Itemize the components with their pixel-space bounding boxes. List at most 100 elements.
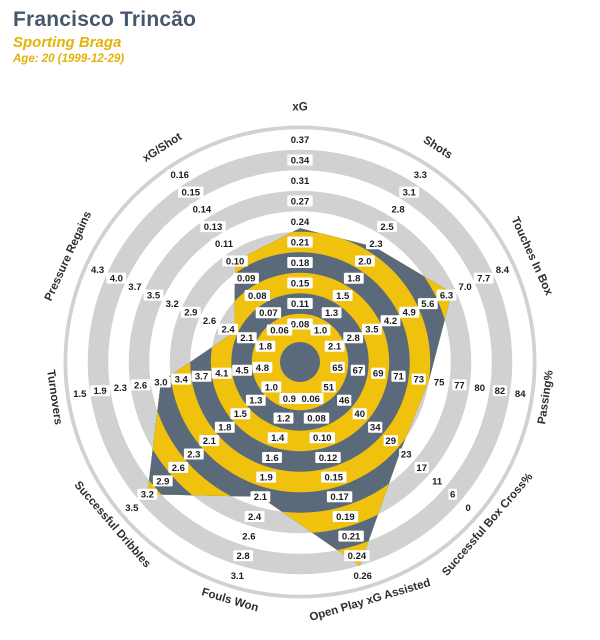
tick-label: 3.2 (141, 490, 154, 501)
tick-label: 0.34 (291, 155, 310, 166)
tick-label-box (371, 367, 386, 379)
tick-label-box (239, 530, 259, 542)
tick-label: 7.0 (458, 282, 471, 293)
tick-label-box (352, 408, 367, 420)
tick-label: 2.1 (254, 492, 268, 503)
tick-label-box (218, 323, 238, 335)
team-name: Sporting Braga (13, 34, 122, 51)
axis-title: Passing% (536, 370, 556, 425)
tick-label: 1.8 (347, 274, 360, 285)
tick-label-box (189, 203, 215, 215)
tick-label: 51 (323, 382, 334, 393)
tick-label-box (90, 385, 110, 397)
tick-label-box (410, 169, 431, 181)
tick-label-box (298, 393, 324, 404)
tick-label-box (168, 461, 189, 473)
tick-label: 4.3 (91, 265, 104, 276)
tick-label-box (332, 511, 359, 522)
tick-label: 0.08 (307, 414, 326, 425)
tick-label-box (261, 381, 282, 393)
tick-label: 0.13 (204, 222, 223, 233)
tick-label: 3.3 (414, 170, 427, 181)
tick-label: 77 (454, 380, 465, 391)
tick-label: 2.6 (203, 316, 216, 327)
tick-label-box (326, 491, 353, 503)
tick-label: 0.11 (291, 299, 310, 310)
tick-label-box (245, 394, 266, 406)
tick-label-box (399, 306, 420, 318)
tick-label: 69 (373, 369, 384, 380)
tick-label-box (337, 394, 352, 406)
tick-label-box (130, 379, 151, 391)
tick-label-box (432, 376, 447, 388)
tick-label-box (448, 488, 457, 500)
tick-label-box (200, 221, 226, 233)
tick-label-box (430, 475, 445, 487)
tick-label: 2.9 (156, 476, 169, 487)
tick-label: 0.21 (342, 532, 361, 543)
tick-label: 0.24 (348, 551, 367, 562)
tick-label: 17 (416, 463, 427, 474)
tick-label-box (222, 255, 248, 267)
tick-label-box (152, 475, 173, 487)
tick-label-box (287, 257, 313, 268)
tick-label-box (472, 382, 487, 394)
tick-label-box (321, 381, 336, 393)
tick-label-box (287, 154, 313, 166)
tick-label-box (214, 421, 235, 433)
tick-label-box (236, 332, 257, 344)
tick-label-box (211, 367, 232, 379)
tick-label: 4.2 (384, 316, 397, 327)
tick-label: 1.4 (271, 433, 285, 444)
tick-label-box (199, 435, 220, 447)
tick-label-box (137, 488, 158, 500)
tick-label: 1.0 (314, 325, 327, 336)
tick-label: 0.16 (170, 170, 189, 181)
tick-label: 3.5 (125, 503, 139, 514)
tick-label-box (399, 186, 420, 198)
tick-label: 0 (466, 503, 471, 514)
tick-label-box (151, 376, 171, 388)
tick-label: 1.9 (260, 473, 273, 484)
tick-label: 3.5 (365, 325, 379, 336)
tick-label: 75 (434, 377, 445, 388)
tick-label-box (273, 412, 294, 424)
tick-label: 2.5 (380, 222, 394, 233)
tick-label: 82 (495, 386, 506, 397)
tick-label-box (338, 530, 364, 542)
tick-label: 1.3 (249, 396, 262, 407)
tick-label: 0.24 (291, 217, 310, 228)
tick-label: 0.27 (291, 196, 310, 207)
tick-label: 2.1 (240, 333, 254, 344)
tick-label-box (492, 385, 507, 397)
tick-label-box (355, 255, 375, 267)
tick-label: 0.10 (226, 256, 245, 267)
tick-label-box (255, 340, 276, 352)
tick-label-box (266, 324, 293, 336)
tick-label: 2.1 (328, 342, 342, 353)
tick-label: 2.9 (184, 308, 197, 319)
tick-label-box (171, 373, 192, 385)
tick-label: 3.0 (154, 377, 167, 388)
tick-label-box (380, 315, 401, 327)
tick-label-box (191, 370, 212, 382)
tick-label-box (287, 277, 313, 289)
tick-label-box (309, 432, 335, 444)
tick-label-box (106, 272, 127, 284)
tick-label-box (343, 332, 364, 344)
tick-label: 2.3 (114, 383, 127, 394)
axis-title: Shots (421, 134, 454, 161)
tick-label: 3.1 (231, 571, 245, 582)
tick-label: 0.21 (291, 237, 310, 248)
tick-label: 2.0 (358, 256, 371, 267)
player-age: Age: 20 (1999-12-29) (13, 53, 125, 65)
tick-label: 7.7 (477, 274, 490, 285)
axis-title: xG (292, 102, 307, 114)
tick-label: 0.19 (336, 512, 355, 523)
tick-label-box (366, 238, 386, 250)
tick-label: 40 (354, 409, 365, 420)
tick-label-box (69, 388, 90, 400)
tick-label: 2.3 (187, 449, 200, 460)
tick-label-box (227, 570, 248, 581)
tick-label: 1.8 (259, 342, 272, 353)
